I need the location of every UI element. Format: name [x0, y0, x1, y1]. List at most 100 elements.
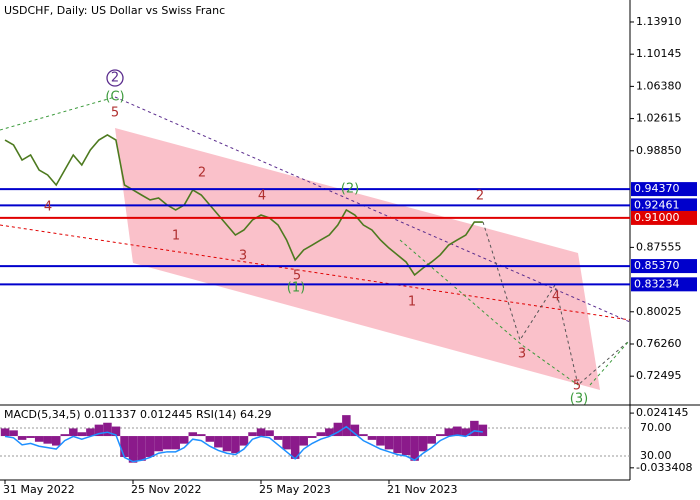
x-tick-label: 31 May 2022 [3, 483, 75, 496]
y-tick-label: 1.02615 [636, 112, 682, 125]
indicator-title: MACD(5,34,5) 0.011337 0.012445 RSI(14) 6… [4, 408, 271, 421]
price-line [4, 134, 483, 277]
wave-label: 3 [239, 249, 247, 264]
level-label-box [631, 198, 697, 213]
macd-bar [316, 432, 326, 437]
y-tick-label: 1.13910 [636, 15, 682, 28]
wave-label: 5 [573, 379, 581, 394]
macd-bar [427, 436, 436, 444]
macd-bar [128, 436, 138, 463]
macd-bar [384, 436, 394, 450]
macd-bar [77, 432, 87, 437]
macd-bar [222, 436, 232, 452]
wave-label: 4 [258, 189, 266, 204]
macd-bar [17, 436, 27, 440]
macd-bar [470, 420, 479, 437]
level-label-box [631, 182, 697, 197]
macd-bar [350, 424, 360, 437]
macd-bar [393, 436, 402, 454]
macd-bar [60, 434, 70, 437]
y2-tick-label: 70.00 [640, 421, 672, 434]
wave-label: (2) [341, 182, 359, 197]
macd-bar [418, 436, 428, 452]
level-label: 0.94370 [634, 182, 680, 195]
macd-bar [342, 415, 351, 437]
macd-bar [410, 436, 419, 461]
macd-bar [401, 436, 411, 456]
wave-label: 3 [518, 347, 526, 362]
macd-bar [444, 428, 454, 437]
macd-bar [34, 436, 44, 442]
wave-label: 2 [476, 189, 484, 204]
y-tick-label: 0.87555 [636, 240, 682, 253]
y-tick-label: -0.033408 [636, 461, 692, 474]
macd-bar [154, 436, 163, 452]
wave-label: 1 [408, 295, 416, 310]
wave-label: 1 [172, 229, 180, 244]
macd-bar [256, 428, 266, 437]
x-tick-label: 21 Nov 2023 [387, 483, 457, 496]
macd-bar [86, 428, 95, 437]
macd-bar [307, 436, 317, 438]
level-label: 0.83234 [634, 277, 680, 290]
y-tick-label: 1.06380 [636, 79, 682, 92]
macd-bar [179, 436, 189, 444]
macd-bar [273, 436, 283, 440]
rsi-line [4, 425, 483, 463]
macd-bar [43, 436, 52, 444]
macd-bar [103, 422, 112, 437]
y-tick-label: 1.10145 [636, 47, 682, 60]
macd-bar [197, 434, 206, 437]
macd-bar [162, 436, 172, 450]
macd-bar [214, 436, 223, 448]
wave-circle [106, 69, 124, 87]
level-label: 0.91000 [634, 211, 680, 224]
macd-bar [290, 436, 300, 459]
y2-tick-label: 30.00 [640, 449, 672, 462]
y-tick-label: 0.024145 [636, 406, 689, 419]
macd-bar [51, 436, 61, 446]
macd-bar [231, 436, 240, 454]
macd-bar [171, 436, 180, 450]
macd-bar [265, 430, 274, 437]
channel [115, 128, 600, 390]
x-tick-label: 25 Nov 2022 [131, 483, 201, 496]
macd-bar [188, 432, 198, 437]
level-label-box [631, 277, 697, 292]
macd-bar [239, 436, 249, 446]
macd-bar [435, 434, 445, 437]
wave-label: (1) [287, 281, 305, 296]
level-label: 0.92461 [634, 198, 680, 211]
trend-line [0, 96, 116, 131]
macd-bar [461, 428, 471, 437]
wave-label: 4 [44, 200, 52, 215]
y-tick-label: 0.76260 [636, 337, 682, 350]
macd-bar [0, 428, 10, 437]
wave-label: 2 [111, 71, 119, 86]
macd-bar [376, 436, 385, 446]
wave-label: (3) [570, 392, 588, 407]
y-tick-label: 0.98850 [636, 144, 682, 157]
chart-title: USDCHF, Daily: US Dollar vs Swiss Franc [4, 4, 225, 17]
wave-label: 5 [111, 106, 119, 121]
level-label: 0.85370 [634, 259, 680, 272]
macd-bar [282, 436, 291, 450]
macd-bar [145, 436, 155, 457]
macd-bar [478, 424, 488, 437]
macd-bar [69, 428, 78, 437]
y-tick-label: 0.72495 [636, 369, 682, 382]
macd-bar [111, 426, 121, 437]
wave-label: 2 [198, 166, 206, 181]
macd-bar [94, 424, 104, 437]
level-label-box [631, 259, 697, 274]
forecast-path [399, 239, 579, 386]
macd-bar [26, 436, 35, 438]
macd-bar [137, 436, 146, 461]
wave-label: (C) [105, 90, 124, 105]
macd-bar [299, 436, 308, 446]
macd-bar [205, 436, 215, 442]
macd-bar [248, 432, 257, 437]
y-tick-label: 0.80025 [636, 305, 682, 318]
x-tick-label: 25 May 2023 [259, 483, 331, 496]
